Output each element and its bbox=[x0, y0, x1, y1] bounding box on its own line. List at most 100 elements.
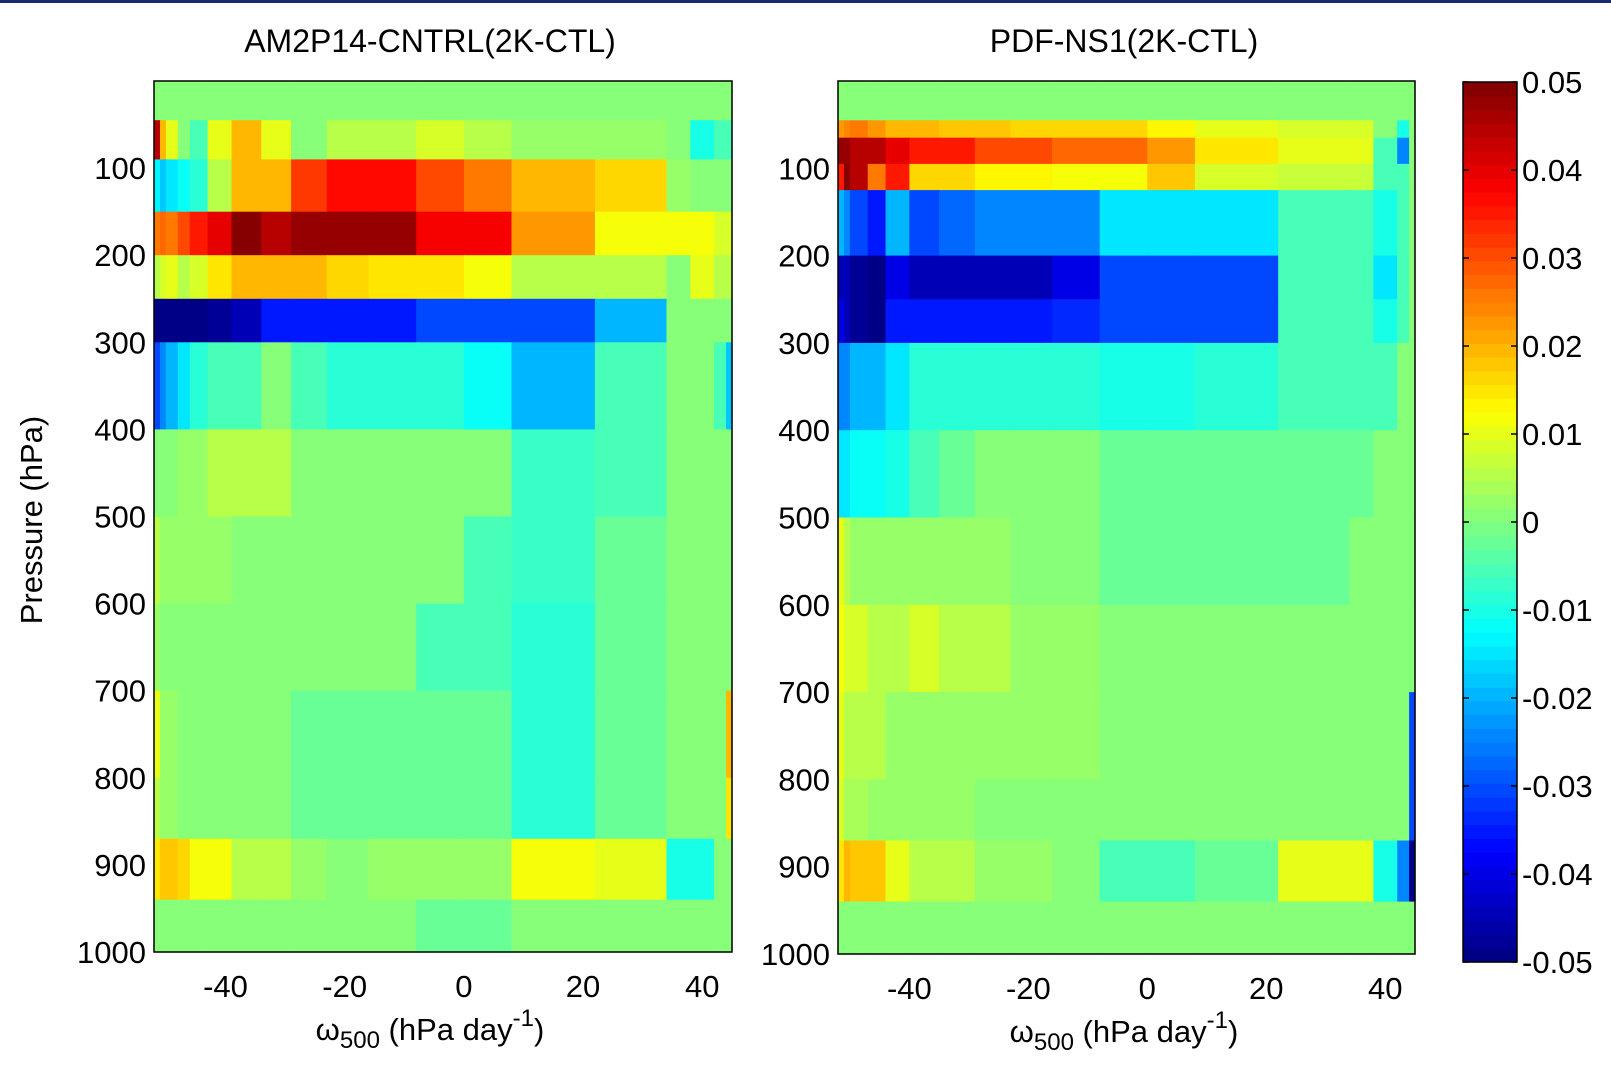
heatmap-cell bbox=[849, 81, 869, 121]
heatmap-cell bbox=[939, 604, 976, 693]
heatmap-cell bbox=[974, 692, 1012, 780]
heatmap-cell bbox=[594, 603, 667, 692]
heatmap-cell bbox=[1194, 342, 1279, 431]
colorbar-band bbox=[1463, 412, 1517, 427]
heatmap-cell bbox=[849, 163, 869, 191]
heatmap-cell bbox=[1099, 81, 1148, 121]
heatmap-cell bbox=[511, 255, 596, 300]
heatmap-cell bbox=[1373, 163, 1398, 191]
heatmap-cell bbox=[1349, 517, 1374, 606]
heatmap-cell bbox=[1010, 137, 1053, 165]
heatmap-cell bbox=[838, 840, 845, 903]
colorbar-band bbox=[1463, 879, 1517, 894]
heatmap-cell bbox=[231, 603, 262, 692]
heatmap-cell bbox=[838, 255, 845, 300]
heatmap-cell bbox=[849, 517, 869, 606]
heatmap-cell bbox=[1373, 190, 1398, 257]
heatmap-cell bbox=[1099, 779, 1148, 842]
heatmap-cell bbox=[1147, 137, 1196, 165]
heatmap-cell bbox=[909, 901, 940, 955]
heatmap-cell bbox=[974, 604, 1012, 693]
heatmap-cell bbox=[207, 255, 232, 300]
heatmap-cell bbox=[207, 603, 232, 692]
heatmap-cell bbox=[867, 692, 887, 780]
heatmap-cell bbox=[511, 899, 596, 953]
heatmap-cell bbox=[939, 299, 976, 344]
x-tick-label: 40 bbox=[1368, 971, 1402, 1006]
heatmap-cell bbox=[189, 429, 209, 518]
heatmap-cell bbox=[714, 899, 727, 953]
heatmap-cell bbox=[909, 163, 940, 191]
colorbar-band bbox=[1463, 618, 1517, 633]
heatmap-cell bbox=[666, 81, 691, 121]
heatmap-cell bbox=[1052, 255, 1101, 300]
x-tick-label: -20 bbox=[1006, 971, 1051, 1006]
heatmap-cell bbox=[177, 899, 191, 953]
y-tick-label: 500 bbox=[778, 501, 830, 536]
heatmap-cell bbox=[843, 604, 851, 693]
colorbar-band bbox=[1463, 150, 1517, 166]
heatmap-cell bbox=[1409, 604, 1416, 693]
colorbar-band bbox=[1463, 687, 1517, 702]
heatmap-cell bbox=[154, 81, 161, 121]
x-tick-label: 40 bbox=[685, 969, 719, 1004]
heatmap-cell bbox=[838, 342, 845, 431]
heatmap-cell bbox=[1278, 163, 1351, 191]
heatmap-cell bbox=[261, 899, 292, 953]
heatmap-cell bbox=[726, 690, 733, 779]
heatmap-cell bbox=[207, 298, 232, 343]
y-tick-label: 100 bbox=[778, 151, 830, 186]
heatmap-cell bbox=[261, 838, 292, 901]
heatmap-cell bbox=[1147, 604, 1196, 693]
heatmap-cell bbox=[974, 779, 1012, 842]
heatmap-cell bbox=[666, 899, 691, 953]
heatmap-cell bbox=[594, 516, 667, 605]
heatmap-cell bbox=[368, 516, 417, 605]
heatmap-cell bbox=[939, 137, 976, 165]
heatmap-cell bbox=[1373, 255, 1398, 300]
heatmap-cell bbox=[368, 159, 417, 213]
heatmap-cell bbox=[1052, 517, 1101, 606]
heatmap-cell bbox=[231, 429, 262, 518]
heatmap-cell bbox=[416, 899, 465, 953]
heatmap-cell bbox=[154, 429, 161, 518]
heatmap-cell bbox=[160, 298, 167, 343]
heatmap-cell bbox=[231, 211, 262, 256]
heatmap-cell bbox=[909, 517, 940, 606]
colorbar-ticks: 0.05 0.04 0.03 0.02 0.01 0 -0.01 -0.02 -0.03 -0.0… bbox=[1463, 65, 1593, 980]
heatmap-cell bbox=[416, 342, 465, 430]
heatmap-cell bbox=[511, 159, 596, 213]
colorbar-band bbox=[1463, 384, 1517, 399]
heatmap-cell bbox=[1349, 120, 1374, 139]
heatmap-cell bbox=[1373, 430, 1398, 519]
colorbar-band bbox=[1463, 700, 1517, 716]
heatmap-cell bbox=[177, 298, 191, 343]
heatmap-cell bbox=[690, 516, 715, 605]
heatmap-cell bbox=[726, 255, 733, 300]
heatmap-cell bbox=[160, 342, 167, 430]
heatmap-cells-left bbox=[154, 81, 733, 953]
heatmap-cell bbox=[416, 516, 465, 605]
heatmap-cell bbox=[154, 159, 161, 213]
heatmap-cell bbox=[416, 603, 465, 692]
heatmap-cell bbox=[1010, 779, 1053, 842]
heatmap-cell bbox=[1194, 120, 1279, 139]
colorbar-band bbox=[1463, 948, 1517, 963]
heatmap-cell bbox=[1409, 81, 1416, 121]
heatmap-cell bbox=[1349, 692, 1374, 780]
heatmap-cell bbox=[326, 298, 370, 343]
heatmap-cell bbox=[1349, 81, 1374, 121]
colorbar-band bbox=[1463, 329, 1517, 344]
heatmap-cell bbox=[291, 81, 328, 121]
y-tick-label: 1000 bbox=[761, 937, 830, 972]
heatmap-cell bbox=[1010, 81, 1053, 121]
heatmap-cell bbox=[885, 163, 910, 191]
top-border-line bbox=[0, 0, 1611, 3]
heatmap-cell bbox=[843, 120, 851, 139]
heatmap-cell bbox=[838, 190, 845, 257]
heatmap-cell bbox=[1373, 901, 1398, 955]
y-tick-label: 300 bbox=[778, 326, 830, 361]
heatmap-cell bbox=[291, 120, 328, 160]
heatmap-cell bbox=[909, 604, 940, 693]
heatmap-cell bbox=[1099, 692, 1148, 780]
